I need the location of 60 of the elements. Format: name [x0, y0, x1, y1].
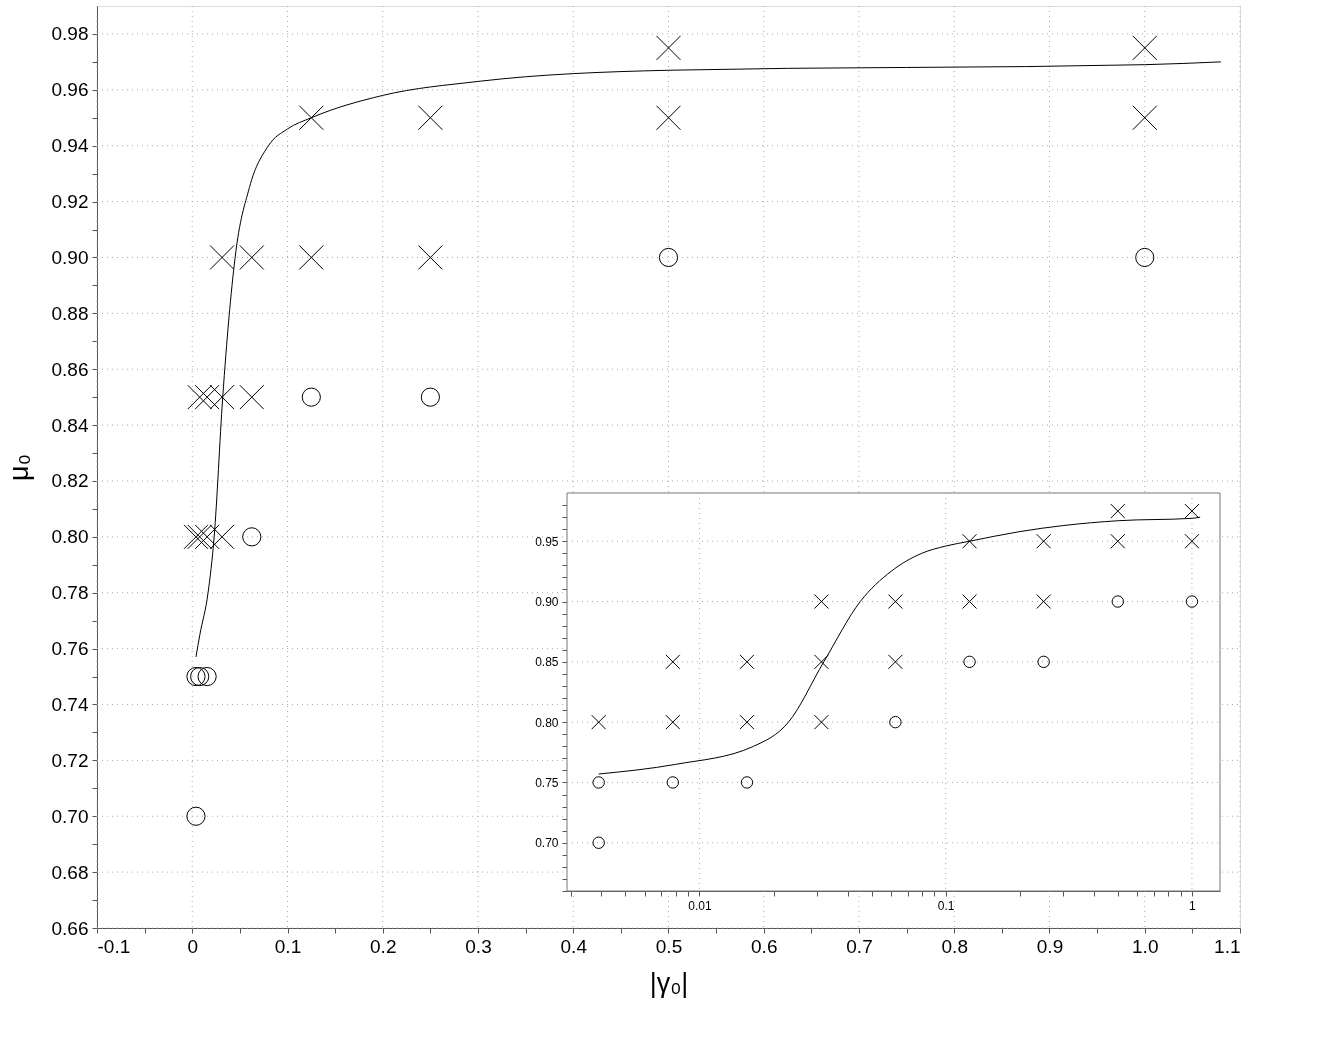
y-tick-label: 0.86 [51, 358, 89, 380]
point [420, 387, 440, 407]
x-axis-title: |γ₀| [649, 967, 689, 998]
x-tick-label: 0.01 [688, 898, 712, 913]
point [209, 244, 235, 270]
point [417, 105, 443, 131]
point [656, 105, 681, 131]
point [417, 244, 443, 270]
y-tick-label: 0.85 [535, 655, 559, 670]
point [186, 806, 206, 826]
y-tick-label: 0.80 [51, 526, 89, 548]
y-tick-label: 0.78 [51, 582, 89, 604]
point [1132, 35, 1158, 61]
x-tick-label: 0.5 [655, 935, 683, 957]
x-tick-label: 0.1 [937, 898, 955, 913]
x-tick-label: 1 [1189, 898, 1197, 913]
y-tick-label: 0.80 [535, 715, 559, 730]
point [301, 387, 321, 407]
x-tick-label: 1.0 [1132, 935, 1159, 957]
point [194, 524, 220, 550]
x-tick-label: 0.7 [846, 935, 873, 957]
y-tick-label: 0.75 [535, 775, 559, 790]
y-tick-label: 0.90 [51, 246, 89, 268]
x-tick-label: 0.3 [465, 935, 492, 957]
y-tick-label: 0.94 [51, 135, 89, 157]
point [242, 527, 262, 547]
x-tick-label: -0.1 [97, 935, 131, 957]
y-axis-title: μ₀ [3, 454, 34, 481]
point [656, 35, 681, 61]
y-tick-label: 0.92 [51, 191, 89, 213]
y-tick-label: 0.90 [535, 595, 559, 610]
y-tick-label: 0.88 [51, 302, 89, 324]
point [194, 384, 220, 410]
y-tick-label: 0.96 [51, 79, 89, 101]
x-tick-label: 0.9 [1036, 935, 1064, 957]
y-tick-label: 0.70 [51, 805, 89, 827]
x-tick-label: 0 [187, 935, 199, 957]
y-tick-label: 0.98 [51, 23, 89, 45]
x-tick-label: 1.1 [1214, 935, 1241, 957]
x-tick-label: 0.1 [274, 935, 302, 957]
x-tick-label: 0.6 [751, 935, 778, 957]
y-tick-label: 0.70 [535, 836, 559, 851]
y-tick-label: 0.82 [51, 470, 89, 492]
point [197, 666, 217, 687]
x-tick-label: 0.2 [370, 935, 397, 957]
y-tick-label: 0.72 [51, 749, 89, 771]
point [1132, 105, 1158, 131]
point [239, 384, 265, 410]
y-tick-label: 0.95 [535, 534, 559, 549]
point [239, 244, 265, 270]
y-tick-label: 0.74 [51, 693, 89, 715]
y-tick-label: 0.76 [51, 638, 89, 660]
x-tick-label: 0.4 [560, 935, 588, 957]
y-tick-label: 0.66 [51, 917, 89, 939]
point [298, 244, 324, 270]
point [1135, 247, 1155, 268]
point [658, 247, 679, 268]
y-tick-label: 0.84 [51, 414, 89, 436]
y-tick-label: 0.68 [51, 861, 89, 883]
x-tick-label: 0.8 [941, 935, 968, 957]
